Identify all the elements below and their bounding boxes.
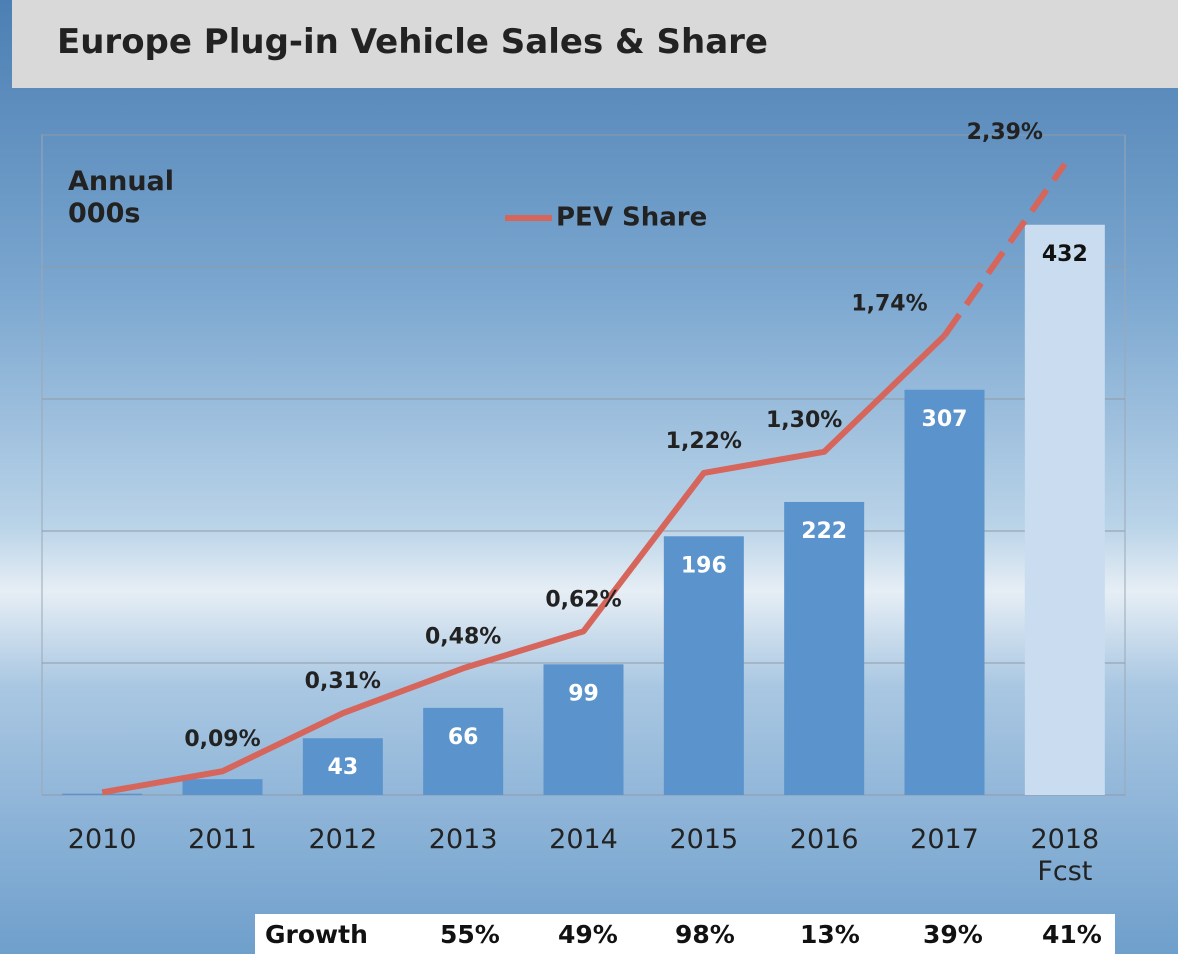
x-tick-label: 2015	[669, 824, 739, 855]
title-bar: Europe Plug-in Vehicle Sales & Share	[12, 0, 1178, 88]
x-tick-label: 2016	[789, 824, 859, 855]
share-label: 1,30%	[766, 408, 842, 433]
x-tick-label: 2014	[549, 824, 618, 855]
title: Europe Plug-in Vehicle Sales & Share	[57, 22, 768, 62]
table-cell: 39%	[923, 920, 983, 949]
table-cell: 49%	[558, 920, 618, 949]
bar	[543, 664, 624, 795]
table-cell: 98%	[675, 920, 735, 949]
share-label: 1,74%	[851, 292, 927, 317]
share-label: 1,22%	[666, 429, 742, 454]
bar	[182, 779, 263, 795]
bar	[302, 738, 383, 795]
bar-label: 99	[568, 681, 599, 706]
share-label: 0,31%	[305, 669, 381, 694]
bar	[423, 707, 504, 795]
growth-table: Growth 55% 49% 98% 13% 39% 41%	[255, 914, 1115, 954]
annotation: Annual 000s	[68, 166, 175, 229]
bar	[1024, 224, 1105, 795]
share-label: 0,48%	[425, 624, 501, 649]
x-tick-label: 2012	[308, 824, 378, 855]
share-line-forecast	[942, 162, 1068, 338]
share-label: 0,62%	[545, 587, 621, 612]
x-tick-label: 2017	[910, 824, 979, 855]
bar	[904, 389, 985, 795]
bar-label: 196	[681, 553, 727, 578]
x-tick-label: 2013	[428, 824, 498, 855]
x-tick-label: 2011	[188, 824, 257, 855]
table-cell: 55%	[440, 920, 500, 949]
bar	[62, 793, 143, 795]
share-label: 0,09%	[184, 727, 260, 752]
table-cell: 13%	[800, 920, 860, 949]
bar	[784, 501, 865, 795]
bar-label: 66	[448, 725, 479, 750]
bar-label: 432	[1042, 242, 1088, 267]
share-label: 2,39%	[967, 120, 1043, 145]
table-cell: 41%	[1042, 920, 1102, 949]
bar	[663, 536, 744, 795]
bar-label: 222	[801, 519, 847, 544]
bar-label: 307	[922, 407, 968, 432]
bar-label: 43	[328, 755, 359, 780]
share-line	[101, 333, 947, 796]
legend-label: PEV Share	[556, 203, 707, 233]
x-tick-label: 2010	[67, 824, 137, 855]
table-cell: Growth	[265, 920, 368, 949]
x-tick-label: 2018 Fcst	[1030, 824, 1100, 887]
